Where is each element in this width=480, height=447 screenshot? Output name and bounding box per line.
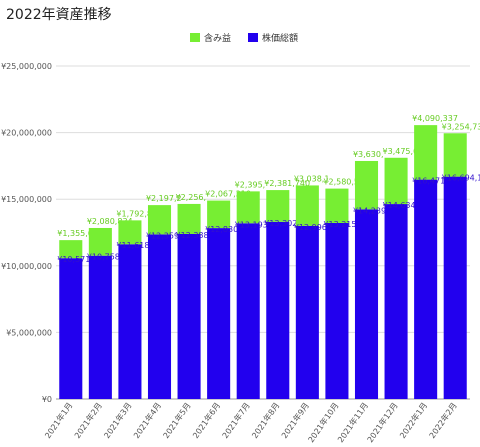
data-label-stock: ¥16,694,159 bbox=[442, 174, 480, 183]
x-tick-label: 2021年7月 bbox=[220, 400, 252, 440]
bar-stock-value bbox=[443, 176, 467, 399]
data-label-gain: ¥2,197,2 bbox=[146, 194, 182, 203]
x-tick-label: 2021年11月 bbox=[335, 400, 370, 444]
y-tick-label: ¥20,000,000 bbox=[1, 129, 52, 138]
data-label-gain: ¥2,256, bbox=[176, 193, 207, 202]
data-label-gain: ¥2,580,545 bbox=[323, 178, 369, 187]
bar-unrealized-gain bbox=[236, 191, 260, 224]
data-label-stock: ¥12,830,232 bbox=[205, 225, 256, 234]
bar-stock-value bbox=[207, 228, 231, 399]
x-tick-label: 2021年3月 bbox=[102, 400, 134, 440]
bar-stock-value bbox=[295, 225, 319, 399]
y-tick-label: ¥10,000,000 bbox=[1, 262, 52, 271]
data-label-stock: ¥12,359, bbox=[146, 231, 182, 240]
x-tick-label: 2021年9月 bbox=[279, 400, 311, 440]
data-label-gain: ¥3,254,736 bbox=[442, 122, 480, 131]
data-label-gain: ¥2,395, bbox=[235, 180, 266, 189]
data-label-gain: ¥2,067,310 bbox=[205, 190, 251, 199]
data-label-stock: ¥14,634,566 bbox=[383, 201, 434, 210]
bar-unrealized-gain bbox=[443, 133, 467, 177]
bar-stock-value bbox=[325, 222, 349, 399]
x-tick-label: 2021年5月 bbox=[161, 400, 193, 440]
x-tick-label: 2021年12月 bbox=[365, 400, 400, 444]
data-label-gain: ¥3,630, bbox=[353, 150, 384, 159]
x-tick-label: 2022年2月 bbox=[427, 400, 459, 440]
legend-label: 株価総額 bbox=[262, 32, 298, 44]
bar-unrealized-gain bbox=[384, 157, 408, 205]
legend-swatch bbox=[248, 33, 258, 42]
data-label-gain: ¥3,038,1 bbox=[294, 174, 330, 183]
y-tick-label: ¥0 bbox=[42, 395, 52, 404]
data-label-stock: ¥13,302,406 bbox=[264, 219, 315, 228]
data-label-gain: ¥4,090,337 bbox=[412, 114, 458, 123]
bar-stock-value bbox=[266, 221, 290, 399]
bar-stock-value bbox=[177, 233, 201, 399]
data-label-gain: ¥2,381,740 bbox=[264, 179, 310, 188]
x-tick-label: 2022年1月 bbox=[397, 400, 429, 440]
bar-unrealized-gain bbox=[414, 125, 438, 180]
bar-unrealized-gain bbox=[177, 203, 201, 234]
data-label-stock: ¥13,215,884 bbox=[323, 220, 374, 229]
bar-stock-value bbox=[354, 209, 379, 399]
data-label-stock: ¥11,618,190 bbox=[116, 241, 167, 250]
bar-unrealized-gain bbox=[88, 227, 112, 256]
bar-unrealized-gain bbox=[354, 160, 379, 210]
bar-unrealized-gain bbox=[147, 205, 172, 235]
bar-unrealized-gain bbox=[118, 220, 142, 245]
bar-unrealized-gain bbox=[59, 240, 83, 259]
data-label-stock: ¥14,239,558 bbox=[353, 206, 404, 215]
data-label-stock: ¥10,571,0 bbox=[57, 255, 98, 264]
bar-unrealized-gain bbox=[325, 188, 349, 223]
y-tick-label: ¥5,000,000 bbox=[6, 328, 52, 337]
bar-unrealized-gain bbox=[207, 200, 231, 229]
data-label-stock: ¥12,996,0 bbox=[294, 223, 335, 232]
data-label-gain: ¥1,792,822 bbox=[116, 209, 162, 218]
bar-stock-value bbox=[414, 179, 438, 399]
x-tick-label: 2021年4月 bbox=[131, 400, 163, 440]
x-tick-label: 2021年10月 bbox=[306, 400, 341, 444]
x-tick-label: 2021年1月 bbox=[42, 400, 74, 440]
y-tick-label: ¥25,000,000 bbox=[1, 62, 52, 71]
bar-stock-value bbox=[236, 223, 260, 399]
chart-title: 2022年資産推移 bbox=[6, 7, 112, 23]
data-label-stock: ¥16,471, bbox=[412, 177, 448, 186]
bar-stock-value bbox=[384, 204, 408, 399]
x-tick-label: 2021年2月 bbox=[72, 400, 104, 440]
x-tick-label: 2021年6月 bbox=[190, 400, 222, 440]
bar-unrealized-gain bbox=[295, 185, 319, 226]
bar-stock-value bbox=[59, 258, 83, 399]
data-label-stock: ¥12,388,836 bbox=[176, 231, 227, 240]
x-tick-label: 2021年8月 bbox=[249, 400, 281, 440]
data-label-gain: ¥2,080,834 bbox=[87, 217, 133, 226]
legend-label: 含み益 bbox=[204, 32, 231, 44]
y-tick-label: ¥15,000,000 bbox=[1, 195, 52, 204]
legend-swatch bbox=[190, 33, 200, 42]
bar-unrealized-gain bbox=[266, 190, 290, 222]
data-label-gain: ¥3,475,060 bbox=[383, 147, 429, 156]
bar-stock-value bbox=[147, 234, 172, 399]
data-label-stock: ¥10,758,937 bbox=[87, 253, 138, 262]
data-label-stock: ¥13,193, bbox=[235, 220, 271, 229]
bar-stock-value bbox=[118, 244, 142, 399]
bar-stock-value bbox=[88, 255, 112, 399]
data-label-gain: ¥1,355,616 bbox=[57, 229, 103, 238]
